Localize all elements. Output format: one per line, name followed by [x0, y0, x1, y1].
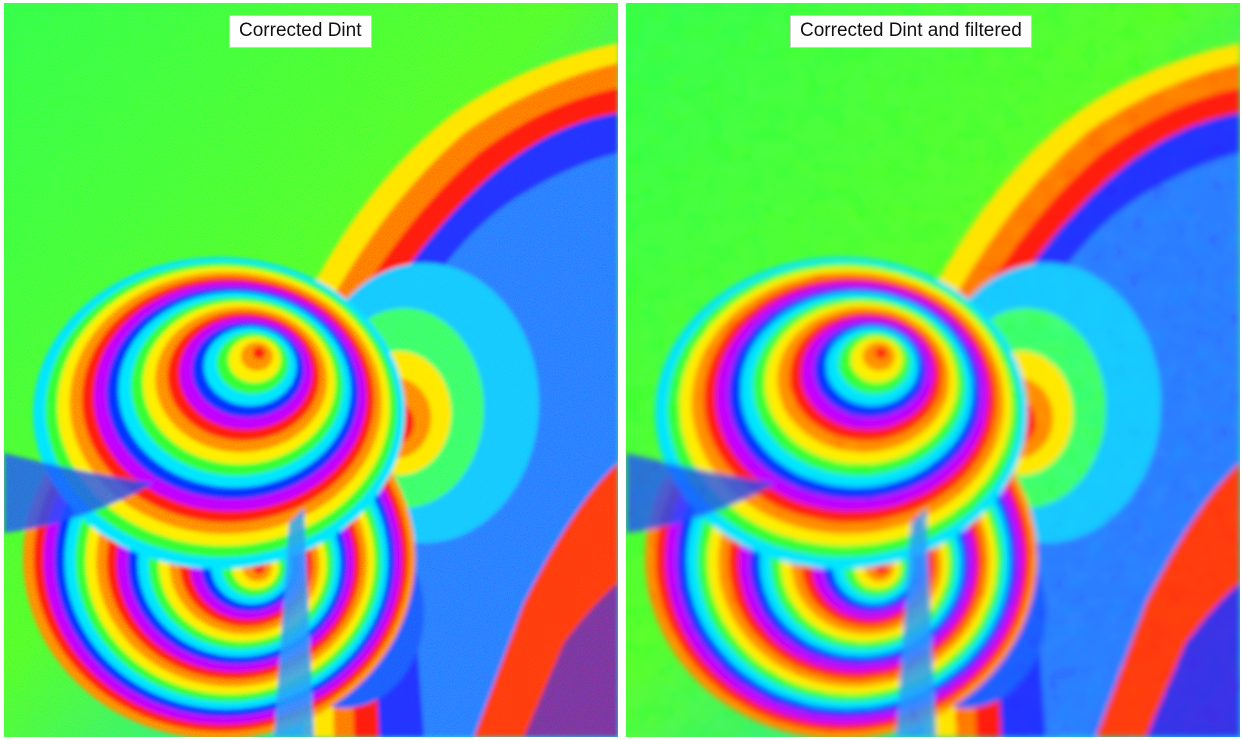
panel-title-filtered: Corrected Dint and filtered — [790, 15, 1032, 48]
panel-title-unfiltered: Corrected Dint — [229, 15, 372, 48]
interferogram-unfiltered-image — [4, 3, 618, 737]
interferogram-filtered-image — [626, 3, 1240, 737]
interferogram-panel-unfiltered: Corrected Dint — [4, 3, 618, 737]
interferogram-field — [4, 3, 618, 737]
interferogram-field — [626, 3, 1240, 737]
interferogram-panel-filtered: Corrected Dint and filtered — [626, 3, 1240, 737]
